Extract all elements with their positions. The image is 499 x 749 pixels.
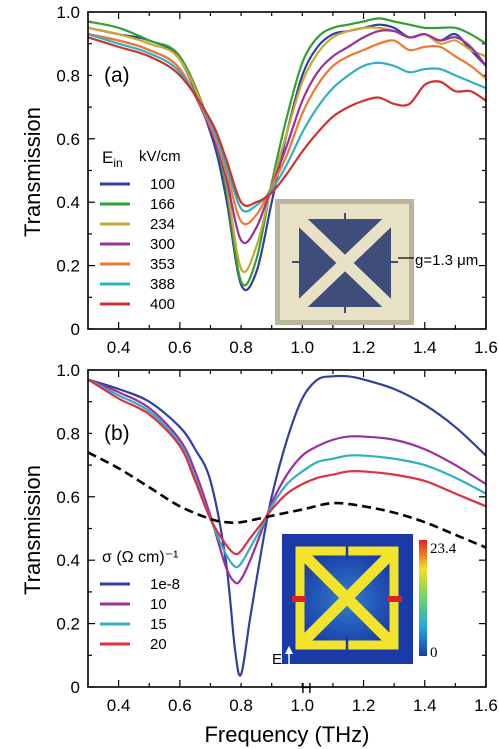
legend-label-234: 234 bbox=[150, 216, 175, 233]
series-line-1e-8 bbox=[87, 374, 487, 677]
x-tick-label: 0.8 bbox=[229, 338, 253, 357]
series-line-dashed bbox=[87, 451, 487, 549]
panel-b: 0.4 0.6 0.8 1.0 1.2 1.4 1.6 0 0.2 0.4 0.6 0.8 1.0 Tr… bbox=[20, 361, 498, 747]
y-tick-label: 0 bbox=[71, 678, 80, 697]
y-tick-label: 0.8 bbox=[56, 424, 80, 443]
panel-b-label: (b) bbox=[104, 422, 130, 445]
y-tick-label: 0.4 bbox=[56, 193, 80, 212]
x-tick-label: 1.0 bbox=[290, 696, 314, 715]
panel-b-tick-labels: 0.4 0.6 0.8 1.0 1.2 1.4 1.6 0 0.2 0.4 0.6 0.8 1.0 bbox=[56, 361, 497, 715]
y-tick-label: 0.6 bbox=[56, 130, 80, 149]
legend-label-15: 15 bbox=[150, 616, 167, 633]
x-tick-label: 1.4 bbox=[413, 338, 437, 357]
x-tick-label: 0.4 bbox=[107, 696, 131, 715]
panel-b-legend: σ (Ω cm)⁻¹ 1e-8 10 15 20 bbox=[100, 549, 180, 653]
panel-b-ylabel: Transmission bbox=[20, 465, 45, 595]
inset-h-label: H bbox=[301, 680, 312, 697]
legend-label-100: 100 bbox=[150, 176, 175, 193]
x-tick-label: 0.8 bbox=[229, 696, 253, 715]
legend-label-20: 20 bbox=[150, 636, 167, 653]
legend-label-388: 388 bbox=[150, 276, 175, 293]
legend-label-10: 10 bbox=[150, 596, 167, 613]
panel-a-label: (a) bbox=[104, 64, 130, 87]
legend-b-title: σ (Ω cm)⁻¹ bbox=[102, 549, 178, 566]
inset-field-map bbox=[282, 534, 413, 676]
x-tick-label: 1.6 bbox=[474, 338, 498, 357]
panel-b-series bbox=[87, 374, 487, 677]
legend-label-300: 300 bbox=[150, 236, 175, 253]
y-tick-label: 1.0 bbox=[56, 3, 80, 22]
y-tick-label: 0 bbox=[71, 320, 80, 339]
legend-a-symbol: Ein bbox=[102, 148, 123, 170]
x-tick-label: 1.4 bbox=[413, 696, 437, 715]
legend-label-166: 166 bbox=[150, 196, 175, 213]
panel-a-legend: Ein kV/cm 100 166 234 300 353 388 400 bbox=[100, 148, 181, 313]
legend-a-title: kV/cm bbox=[139, 148, 181, 165]
inset-gap-label: g=1.3 μm bbox=[415, 252, 478, 269]
y-tick-label: 1.0 bbox=[56, 361, 80, 380]
legend-label-400: 400 bbox=[150, 296, 175, 313]
colorbar-min-label: 0 bbox=[430, 645, 438, 661]
x-tick-label: 1.2 bbox=[352, 338, 376, 357]
x-tick-label: 1.0 bbox=[290, 338, 314, 357]
y-tick-label: 0.8 bbox=[56, 66, 80, 85]
legend-label-1e-8: 1e-8 bbox=[150, 576, 180, 593]
inset-e-label: E bbox=[272, 651, 282, 668]
panel-a: 0.4 0.6 0.8 1.0 1.2 1.4 1.6 0 0.2 0.4 0.6 0.8 1.0 Tr… bbox=[20, 3, 498, 357]
colorbar-max-label: 23.4 bbox=[430, 541, 457, 557]
y-tick-label: 0.2 bbox=[56, 257, 80, 276]
y-tick-label: 0.2 bbox=[56, 615, 80, 634]
x-tick-label: 0.6 bbox=[168, 338, 192, 357]
series-line-388 bbox=[87, 33, 487, 213]
panel-b-frame bbox=[87, 369, 487, 688]
panel-a-series bbox=[87, 17, 487, 292]
colorbar bbox=[419, 540, 427, 656]
panel-b-xlabel: Frequency (THz) bbox=[204, 722, 369, 747]
panel-a-frame bbox=[87, 11, 487, 330]
x-tick-label: 1.6 bbox=[474, 696, 498, 715]
x-tick-label: 0.4 bbox=[107, 338, 131, 357]
panel-a-tick-labels: 0.4 0.6 0.8 1.0 1.2 1.4 1.6 0 0.2 0.4 0.6 0.8 1.0 bbox=[56, 3, 497, 357]
y-tick-label: 0.4 bbox=[56, 551, 80, 570]
legend-label-353: 353 bbox=[150, 256, 175, 273]
x-tick-label: 0.6 bbox=[168, 696, 192, 715]
series-line-400 bbox=[87, 36, 487, 207]
panel-a-ylabel: Transmission bbox=[20, 107, 45, 237]
y-tick-label: 0.6 bbox=[56, 488, 80, 507]
inset-sample-photo bbox=[275, 199, 414, 325]
x-tick-label: 1.2 bbox=[352, 696, 376, 715]
